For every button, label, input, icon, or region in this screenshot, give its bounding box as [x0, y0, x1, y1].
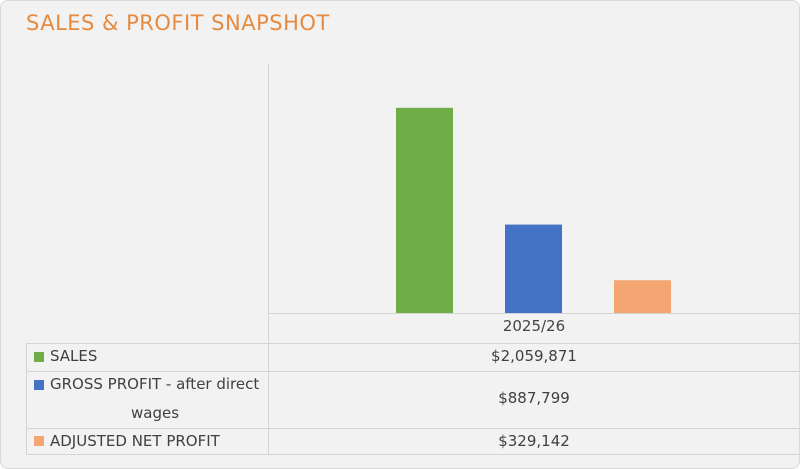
bars-group — [396, 107, 671, 313]
legend-swatch-gross-profit — [34, 380, 44, 390]
legend-label-gross-profit-line1: GROSS PROFIT - after direct — [50, 375, 260, 393]
chart-title: SALES & PROFIT SNAPSHOT — [26, 11, 330, 35]
bar-gross-profit — [505, 224, 562, 313]
category-label: 2025/26 — [502, 317, 566, 335]
value-adjusted-net-profit: $329,142 — [498, 432, 570, 450]
value-gross-profit: $887,799 — [498, 389, 570, 407]
legend-label-adjusted-net-profit: ADJUSTED NET PROFIT — [50, 432, 220, 450]
legend-swatch-sales — [34, 352, 44, 362]
bar-adjusted-net-profit — [614, 280, 671, 313]
bar-sales — [396, 107, 453, 313]
legend-swatch-adjusted-net-profit — [34, 436, 44, 446]
legend-label-gross-profit-line2: wages — [131, 404, 180, 422]
value-sales: $2,059,871 — [491, 347, 577, 365]
legend-label-sales: SALES — [50, 347, 98, 365]
